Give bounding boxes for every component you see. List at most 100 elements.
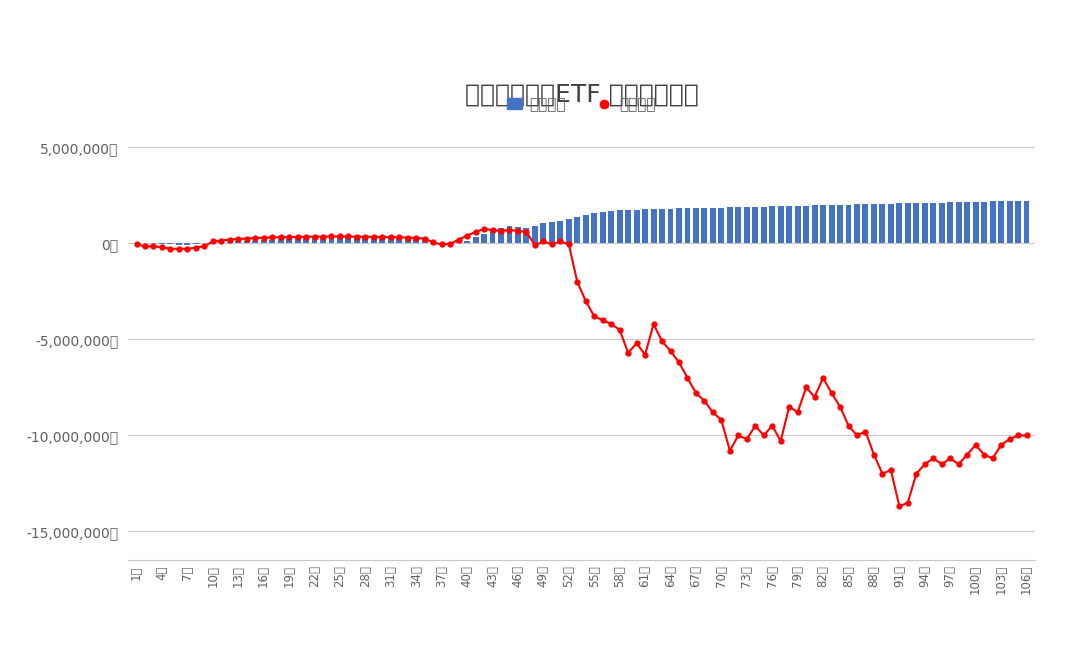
Bar xyxy=(625,210,631,243)
Bar xyxy=(303,238,309,243)
Bar xyxy=(540,223,546,243)
Bar xyxy=(871,204,877,243)
Bar xyxy=(642,209,648,243)
Bar xyxy=(998,201,1004,243)
Bar xyxy=(252,241,258,243)
Bar xyxy=(701,208,707,243)
Bar xyxy=(591,213,598,243)
Bar xyxy=(430,241,436,243)
Bar xyxy=(176,243,181,244)
Bar xyxy=(947,202,953,243)
Bar xyxy=(532,226,538,243)
Legend: 実現損益, 評価損益: 実現損益, 評価損益 xyxy=(500,91,663,118)
Bar xyxy=(812,206,817,243)
評価損益 xyxy=(664,347,676,355)
Bar xyxy=(498,228,504,243)
Bar xyxy=(260,240,267,243)
Bar xyxy=(583,215,589,243)
評価損益 xyxy=(478,225,491,233)
Bar xyxy=(735,207,742,243)
Bar xyxy=(922,203,928,243)
Bar xyxy=(490,230,495,243)
Bar xyxy=(600,212,606,243)
Bar xyxy=(380,237,385,243)
Bar xyxy=(312,238,318,243)
Bar xyxy=(464,241,471,243)
Bar xyxy=(524,228,529,243)
Bar xyxy=(404,237,411,243)
Bar xyxy=(778,206,783,243)
Bar xyxy=(473,237,478,243)
評価損益 xyxy=(715,416,728,424)
Bar xyxy=(956,202,961,243)
Bar xyxy=(973,202,978,243)
Bar xyxy=(888,204,894,243)
Bar xyxy=(718,208,724,243)
Bar xyxy=(896,204,903,243)
Bar xyxy=(617,210,623,243)
Bar xyxy=(659,209,665,243)
Bar xyxy=(905,203,911,243)
Line: 評価損益: 評価損益 xyxy=(134,227,1029,509)
Bar xyxy=(990,202,996,243)
Bar xyxy=(566,219,572,243)
Bar xyxy=(243,241,250,243)
Bar xyxy=(387,237,394,243)
Bar xyxy=(421,239,428,243)
Bar xyxy=(329,237,334,243)
Bar xyxy=(965,202,970,243)
Bar xyxy=(769,206,776,243)
Bar xyxy=(507,226,512,243)
Bar xyxy=(515,227,521,243)
Bar xyxy=(829,205,834,243)
Bar xyxy=(879,204,886,243)
評価損益 xyxy=(1020,432,1033,440)
Bar xyxy=(320,237,325,243)
Bar xyxy=(294,239,301,243)
Bar xyxy=(845,205,851,243)
Title: トライオートETF 週別運用実績: トライオートETF 週別運用実績 xyxy=(464,83,699,107)
Bar xyxy=(269,240,275,243)
Bar xyxy=(548,222,555,243)
Bar xyxy=(634,210,639,243)
Bar xyxy=(354,237,360,243)
Bar xyxy=(854,204,860,243)
Bar xyxy=(1015,201,1021,243)
Bar xyxy=(168,243,174,244)
Bar xyxy=(692,208,699,243)
Bar xyxy=(557,221,563,243)
Bar xyxy=(982,202,987,243)
Bar xyxy=(371,237,377,243)
Bar xyxy=(227,242,233,243)
Bar xyxy=(761,206,767,243)
Bar xyxy=(396,237,402,243)
Bar xyxy=(277,239,284,243)
Bar xyxy=(413,238,419,243)
評価損益 xyxy=(130,241,143,248)
Bar xyxy=(710,208,716,243)
Bar xyxy=(481,234,487,243)
Bar xyxy=(651,209,656,243)
Bar xyxy=(685,208,690,243)
Bar xyxy=(930,203,936,243)
Bar xyxy=(668,209,673,243)
Bar xyxy=(185,243,190,244)
Bar xyxy=(744,207,750,243)
Bar xyxy=(838,205,843,243)
Bar xyxy=(727,208,733,243)
評価損益 xyxy=(156,243,169,251)
Bar xyxy=(346,237,351,243)
Bar xyxy=(939,202,944,243)
評価損益 xyxy=(919,460,931,468)
Bar xyxy=(363,237,368,243)
Bar xyxy=(337,237,343,243)
評価損益 xyxy=(655,337,668,345)
Bar xyxy=(1006,201,1013,243)
Bar xyxy=(862,204,869,243)
Bar xyxy=(786,206,792,243)
Bar xyxy=(752,207,759,243)
Bar xyxy=(608,211,615,243)
Bar xyxy=(795,206,800,243)
Bar xyxy=(803,206,809,243)
Bar xyxy=(913,203,920,243)
